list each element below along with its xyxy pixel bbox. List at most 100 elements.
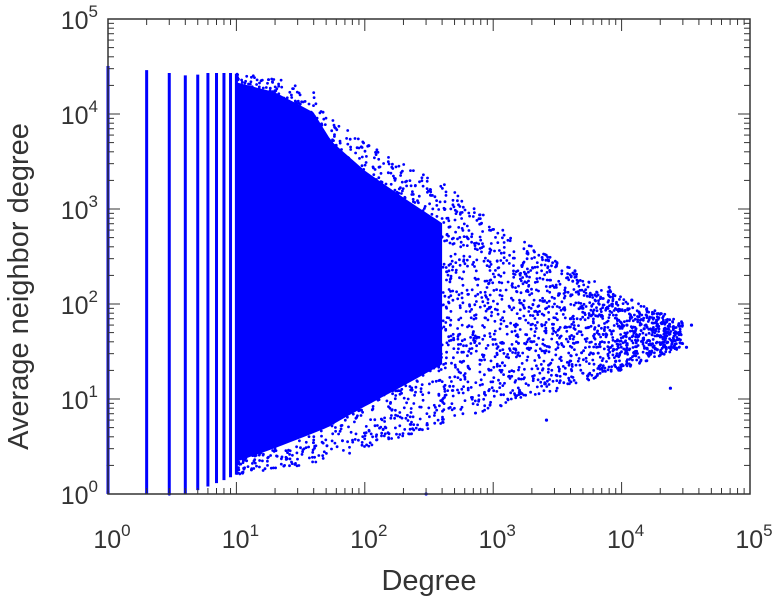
data-point-2241	[516, 386, 520, 390]
data-point-4645	[466, 293, 470, 296]
data-point-1116	[606, 345, 610, 348]
data-point-4611	[332, 123, 336, 127]
data-point-3409	[478, 370, 482, 374]
data-point-1899	[511, 285, 514, 289]
data-point-2152	[255, 464, 258, 468]
data-point-4065	[347, 425, 350, 429]
data-point-2888	[460, 291, 464, 295]
data-point-4701	[625, 359, 629, 363]
data-point-2916	[499, 322, 503, 326]
data-point-4523	[484, 309, 488, 313]
data-point-4358	[439, 368, 443, 371]
data-point-3326	[603, 325, 607, 329]
data-point-2180	[489, 263, 493, 266]
data-point-4129	[669, 348, 673, 351]
data-point-1791	[502, 373, 505, 376]
data-point-2786	[641, 336, 645, 340]
data-point-4378	[436, 418, 440, 422]
data-point-4877	[628, 336, 631, 340]
data-point-1253	[476, 283, 480, 287]
data-point-2319	[411, 190, 414, 194]
data-point-1289	[639, 304, 643, 308]
data-point-1939	[270, 77, 274, 81]
data-point-386	[489, 242, 493, 245]
data-point-1558	[545, 301, 549, 304]
data-point-2679	[570, 365, 574, 368]
data-point-3098	[295, 90, 299, 94]
data-point-2852	[547, 311, 550, 314]
data-point-3914	[235, 468, 239, 472]
data-point-3606	[460, 227, 464, 230]
data-point-4220	[419, 390, 423, 394]
data-point-1136	[653, 334, 657, 338]
data-point-2240	[571, 314, 575, 318]
data-point-2217	[491, 272, 495, 276]
data-point-3462	[586, 316, 590, 320]
data-point-3729	[644, 323, 648, 327]
data-point-4562	[482, 259, 486, 263]
data-point-3268	[311, 451, 315, 454]
data-point-4193	[655, 324, 659, 328]
data-point-2912	[635, 309, 639, 313]
data-point-4066	[441, 187, 444, 190]
data-point-2790	[298, 102, 302, 106]
data-point-2052	[451, 289, 455, 293]
data-point-3470	[513, 392, 516, 395]
data-point-1747	[590, 304, 594, 308]
data-point-2869	[528, 337, 531, 340]
data-point-2673	[456, 194, 460, 198]
data-point-4303	[649, 343, 653, 347]
data-point-820	[433, 414, 436, 417]
data-point-3011	[642, 316, 646, 320]
data-point-3334	[599, 340, 602, 344]
data-point-2727	[351, 412, 355, 416]
data-point-3043	[483, 358, 486, 362]
data-point-857	[295, 451, 299, 455]
data-point-1171	[556, 346, 560, 350]
data-point-3732	[536, 305, 540, 308]
data-point-4861	[680, 342, 684, 345]
data-point-1348	[554, 353, 558, 357]
data-point-795	[471, 215, 475, 218]
data-point-2821	[387, 156, 390, 159]
data-point-3466	[563, 294, 567, 298]
data-point-4678	[615, 339, 619, 343]
data-point-1896	[531, 314, 535, 317]
data-point-322	[457, 226, 461, 229]
data-point-1651	[446, 216, 450, 220]
data-point-3283	[322, 450, 326, 454]
data-point-4013	[501, 316, 504, 319]
data-point-140	[533, 330, 537, 333]
data-point-2761	[456, 388, 459, 392]
data-point-2476	[439, 422, 443, 425]
data-point-3496	[321, 441, 325, 445]
data-point-3095	[284, 449, 288, 452]
data-point-4624	[606, 326, 610, 329]
data-point-4313	[487, 368, 491, 372]
data-point-3127	[452, 347, 456, 350]
data-point-2857	[614, 365, 617, 369]
data-point-1483	[375, 438, 379, 442]
data-point-3596	[607, 356, 611, 360]
data-point-640	[421, 393, 425, 396]
data-point-4650	[418, 417, 422, 421]
data-point-3717	[488, 247, 492, 251]
data-point-4623	[360, 441, 364, 444]
data-point-4644	[611, 297, 615, 301]
data-point-479	[476, 277, 480, 281]
data-point-4540	[633, 325, 637, 329]
data-point-2327	[641, 331, 645, 335]
data-point-691	[468, 255, 472, 258]
data-point-3719	[626, 331, 629, 334]
data-point-3906	[484, 393, 487, 397]
data-point-2897	[516, 269, 520, 273]
data-point-163	[443, 390, 447, 393]
data-point-3399	[468, 310, 472, 313]
data-point-4387	[478, 213, 482, 217]
data-point-1444	[536, 265, 539, 269]
data-point-3718	[680, 320, 683, 323]
data-point-1152	[470, 232, 474, 236]
data-point-2110	[460, 350, 464, 354]
data-point-6	[523, 367, 526, 371]
data-point-1766	[597, 364, 601, 368]
